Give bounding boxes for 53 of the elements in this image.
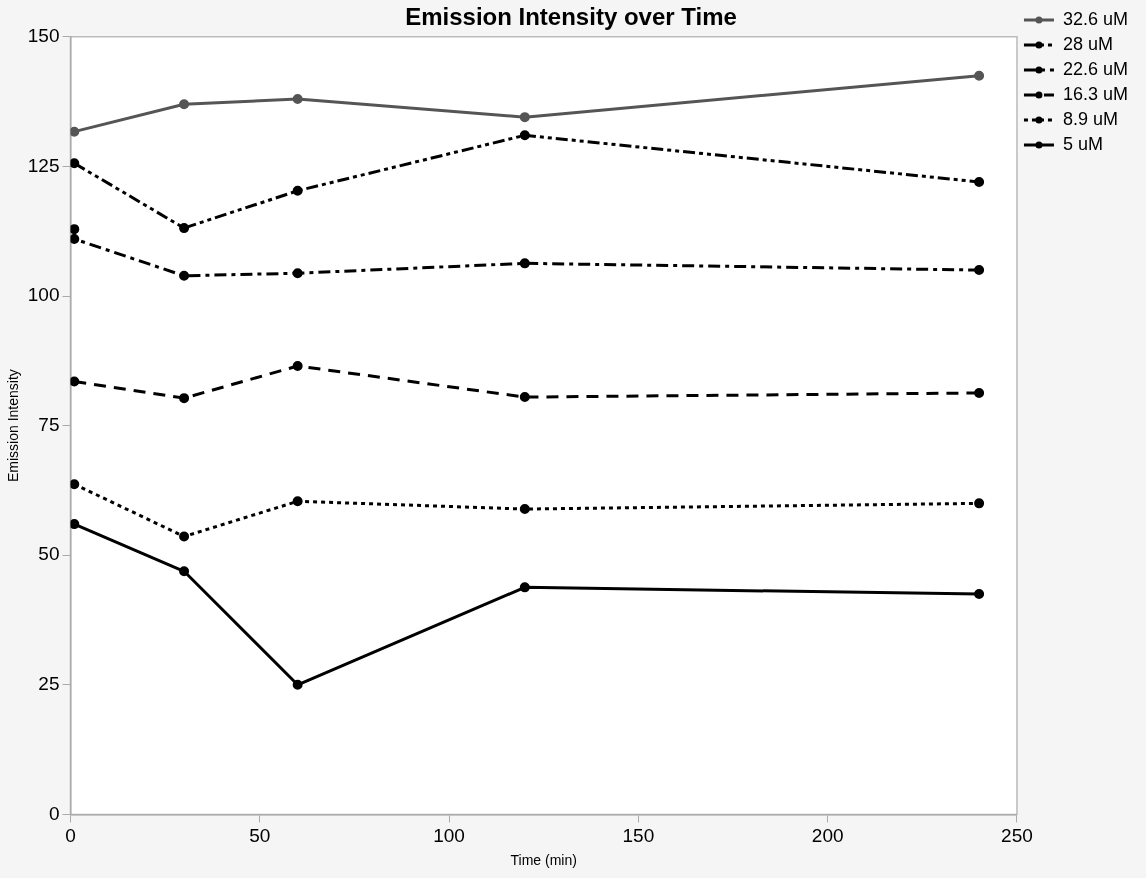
point — [70, 376, 80, 387]
point — [70, 233, 80, 244]
point — [292, 679, 303, 690]
point — [519, 582, 530, 593]
point — [519, 130, 530, 141]
point — [179, 270, 190, 281]
legend-label: 28 uM — [1062, 33, 1113, 54]
x-tick-label: 100 — [433, 825, 465, 847]
chart-title: Emission Intensity over Time — [405, 3, 737, 31]
x-tick-label: 0 — [65, 825, 76, 847]
x-tick-label: 150 — [622, 825, 655, 847]
y-tick-label: 50 — [38, 543, 60, 565]
point — [974, 498, 985, 509]
point — [292, 360, 303, 371]
x-tick-label: 250 — [1001, 825, 1033, 847]
point — [70, 224, 80, 235]
point — [519, 112, 530, 123]
point — [179, 566, 190, 577]
point — [179, 223, 190, 234]
point — [519, 504, 530, 515]
point — [179, 99, 190, 110]
y-tick-label: 75 — [38, 413, 60, 435]
point — [292, 496, 303, 507]
y-tick-label: 125 — [27, 154, 60, 176]
point — [292, 94, 303, 105]
legend-label: 32.6 uM — [1062, 8, 1129, 29]
point — [974, 265, 985, 276]
y-tick-label: 150 — [27, 25, 60, 47]
point — [974, 70, 985, 81]
x-tick-label: 200 — [811, 825, 844, 847]
y-tick-label: 100 — [27, 284, 60, 306]
y-tick-label: 0 — [48, 802, 60, 824]
point — [292, 185, 303, 196]
y-axis-title: Emission Intensity — [5, 369, 22, 483]
x-tick-label: 50 — [249, 825, 271, 847]
legend-label: 22.6 uM — [1062, 58, 1129, 79]
point — [70, 158, 80, 169]
point — [70, 479, 80, 490]
point — [179, 393, 190, 404]
point — [292, 268, 303, 279]
point — [519, 392, 530, 403]
point — [974, 589, 985, 600]
legend-label: 16.3 uM — [1062, 83, 1129, 104]
x-axis-title: Time (min) — [510, 852, 577, 869]
point — [179, 531, 190, 542]
legend-label: 8.9 uM — [1062, 108, 1118, 129]
legend-label: 5 uM — [1062, 133, 1103, 154]
point — [974, 176, 985, 187]
y-tick-label: 25 — [38, 673, 60, 695]
point — [974, 387, 985, 398]
point — [70, 519, 80, 530]
point — [70, 126, 80, 137]
point — [519, 258, 530, 269]
